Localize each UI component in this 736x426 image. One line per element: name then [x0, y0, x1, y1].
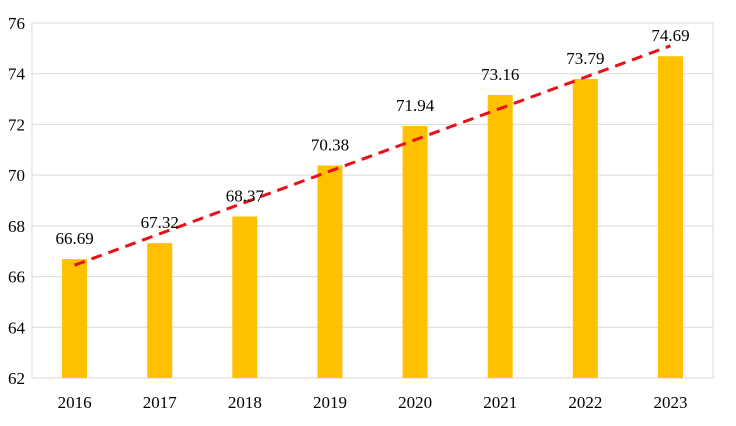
bar-2016 [62, 259, 88, 378]
bar-2020 [402, 125, 428, 378]
data-label-2019: 70.38 [311, 136, 349, 155]
data-label-2022: 73.79 [566, 49, 604, 68]
x-tick-label-2016: 2016 [58, 393, 92, 412]
y-axis-tick-labels: 62 64 66 68 70 72 74 76 [8, 14, 26, 388]
data-label-2018: 68.37 [226, 186, 265, 205]
y-tick-label-62: 62 [8, 369, 25, 388]
x-axis-tick-labels: 2016 2017 2018 2019 2020 2021 2022 2023 [58, 393, 688, 412]
y-tick-label-76: 76 [8, 14, 25, 33]
bar-2022 [572, 79, 598, 379]
data-label-2023: 74.69 [651, 26, 689, 45]
y-tick-label-74: 74 [8, 65, 26, 84]
bars [62, 56, 683, 379]
data-labels: 66.69 67.32 68.37 70.38 71.94 73.16 73.79 74.69 [55, 26, 689, 248]
data-label-2021: 73.16 [481, 65, 519, 84]
y-tick-label-64: 64 [8, 318, 26, 337]
x-tick-label-2020: 2020 [398, 393, 432, 412]
x-tick-label-2019: 2019 [313, 393, 347, 412]
data-label-2017: 67.32 [141, 213, 179, 232]
y-tick-label-68: 68 [8, 217, 25, 236]
plot-frame [31, 22, 714, 379]
bar-2018 [232, 216, 258, 378]
x-tick-label-2022: 2022 [568, 393, 602, 412]
grid-lines [32, 22, 713, 379]
bar-2023 [657, 56, 683, 378]
bar-2017 [147, 243, 173, 378]
x-tick-label-2017: 2017 [143, 393, 178, 412]
x-tick-label-2021: 2021 [483, 393, 517, 412]
data-label-2020: 71.94 [396, 96, 435, 115]
bar-2021 [487, 95, 513, 378]
y-tick-label-66: 66 [8, 268, 25, 287]
trend-line [74, 44, 671, 267]
x-tick-label-2018: 2018 [228, 393, 262, 412]
y-tick-label-70: 70 [8, 166, 25, 185]
x-tick-label-2023: 2023 [653, 393, 687, 412]
data-label-2016: 66.69 [55, 229, 93, 248]
y-tick-label-72: 72 [8, 115, 25, 134]
bar-2019 [317, 165, 343, 378]
